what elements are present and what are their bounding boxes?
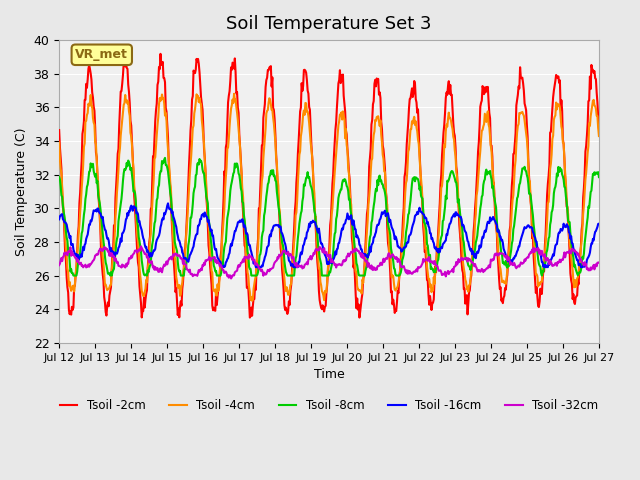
Tsoil -2cm <box>176 304 184 310</box>
Tsoil -32cm <box>205 257 212 263</box>
Tsoil -2cm <box>246 315 253 321</box>
Tsoil -32cm <box>137 243 145 249</box>
Tsoil -32cm <box>412 268 420 274</box>
Tsoil -16cm <box>218 264 226 270</box>
Tsoil -2cm <box>157 51 164 57</box>
Tsoil -2cm <box>396 268 404 274</box>
Legend: Tsoil -2cm, Tsoil -4cm, Tsoil -8cm, Tsoil -16cm, Tsoil -32cm: Tsoil -2cm, Tsoil -4cm, Tsoil -8cm, Tsoi… <box>55 394 603 417</box>
Title: Soil Temperature Set 3: Soil Temperature Set 3 <box>227 15 432 33</box>
Tsoil -2cm <box>412 96 420 102</box>
Tsoil -4cm <box>396 269 404 275</box>
Tsoil -4cm <box>248 298 256 304</box>
Tsoil -32cm <box>396 258 404 264</box>
Line: Tsoil -8cm: Tsoil -8cm <box>59 158 599 276</box>
Tsoil -4cm <box>230 91 238 96</box>
Tsoil -32cm <box>120 264 128 269</box>
Line: Tsoil -16cm: Tsoil -16cm <box>59 204 599 267</box>
Tsoil -4cm <box>412 119 420 124</box>
Tsoil -2cm <box>120 60 128 66</box>
Tsoil -2cm <box>205 242 212 248</box>
Tsoil -8cm <box>595 174 603 180</box>
Tsoil -16cm <box>412 212 420 218</box>
Tsoil -16cm <box>595 221 603 227</box>
Text: VR_met: VR_met <box>76 48 128 61</box>
Tsoil -4cm <box>204 211 212 216</box>
Tsoil -2cm <box>595 125 603 131</box>
Tsoil -4cm <box>120 100 128 106</box>
Tsoil -8cm <box>70 273 77 278</box>
Tsoil -8cm <box>55 174 63 180</box>
Tsoil -8cm <box>396 272 404 277</box>
Tsoil -32cm <box>55 262 63 268</box>
Tsoil -16cm <box>176 240 184 246</box>
X-axis label: Time: Time <box>314 368 344 381</box>
Line: Tsoil -32cm: Tsoil -32cm <box>59 246 599 278</box>
Tsoil -4cm <box>55 140 63 145</box>
Line: Tsoil -2cm: Tsoil -2cm <box>59 54 599 318</box>
Tsoil -16cm <box>55 216 63 222</box>
Tsoil -8cm <box>65 248 73 253</box>
Y-axis label: Soil Temperature (C): Soil Temperature (C) <box>15 127 28 256</box>
Tsoil -16cm <box>396 245 404 251</box>
Tsoil -4cm <box>175 282 183 288</box>
Tsoil -8cm <box>161 155 169 161</box>
Tsoil -32cm <box>176 254 184 260</box>
Tsoil -2cm <box>55 127 63 133</box>
Tsoil -2cm <box>65 307 73 313</box>
Tsoil -8cm <box>412 174 420 180</box>
Tsoil -8cm <box>122 167 129 173</box>
Tsoil -16cm <box>205 217 212 223</box>
Line: Tsoil -4cm: Tsoil -4cm <box>59 94 599 301</box>
Tsoil -32cm <box>227 276 235 281</box>
Tsoil -32cm <box>65 249 73 255</box>
Tsoil -4cm <box>595 133 603 139</box>
Tsoil -32cm <box>595 260 603 265</box>
Tsoil -4cm <box>65 283 73 288</box>
Tsoil -8cm <box>205 221 213 227</box>
Tsoil -16cm <box>65 231 73 237</box>
Tsoil -16cm <box>164 201 172 206</box>
Tsoil -8cm <box>177 273 184 278</box>
Tsoil -16cm <box>120 226 128 232</box>
